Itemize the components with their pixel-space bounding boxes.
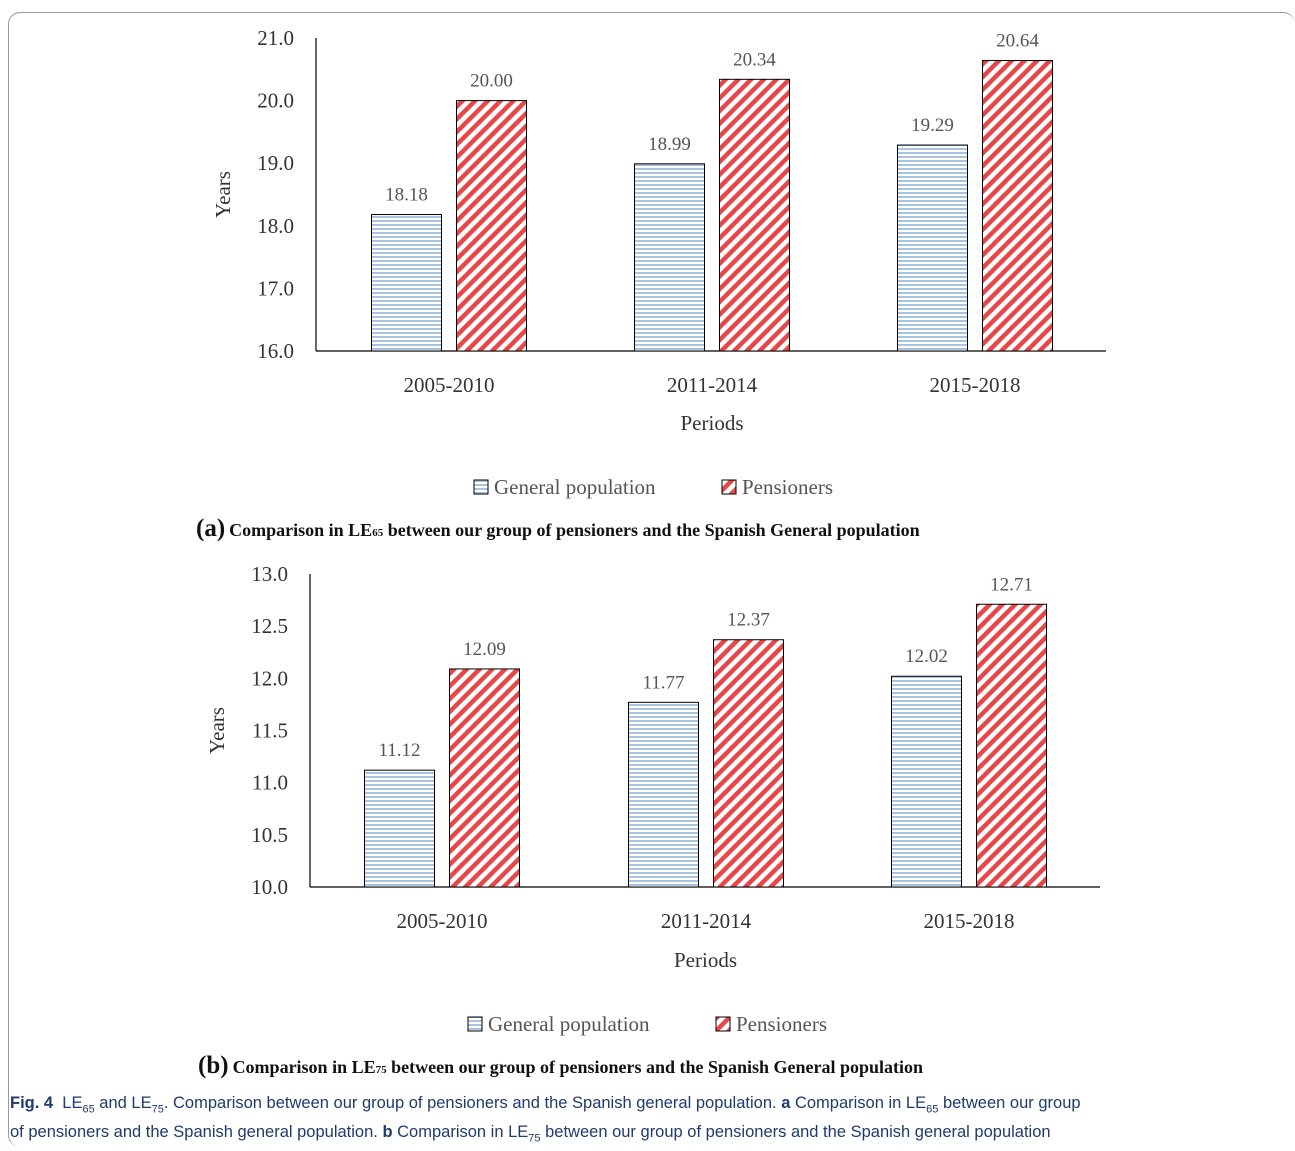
c1-data-label: 12.02 (905, 646, 948, 667)
c1-data-label: 12.09 (463, 639, 506, 660)
c1-y-tick-label: 12.0 (251, 666, 288, 690)
c1-bar-general-0 (364, 769, 435, 888)
c1-y-tick-label: 11.0 (252, 771, 288, 795)
c0-data-label: 18.18 (385, 185, 428, 206)
c0-y-tick-label: 18.0 (257, 214, 294, 238)
c1-x-tick-label: 2005-2010 (397, 909, 488, 933)
c1-y-axis-label: Years (205, 707, 229, 754)
c0-y-tick-label: 16.0 (257, 339, 294, 363)
c0-bar-pensioners-2 (982, 60, 1053, 352)
c1-data-label: 12.37 (727, 610, 770, 631)
c1-x-axis-label: Periods (674, 948, 737, 972)
c0-bar-general-0 (371, 214, 442, 352)
c0-data-label: 19.29 (911, 115, 954, 136)
caption-line-1-text: LE65 and LE75. Comparison between our gr… (62, 1094, 1081, 1116)
chart-panel-b: 10.0 10.5 11.0 11.5 12.0 12.5 13.0 Years 11.12 12… (198, 562, 1100, 1079)
c0-bar-pensioners-0 (456, 100, 527, 352)
c0-x-tick-label: 2015-2018 (930, 373, 1021, 397)
c1-data-label: 11.12 (378, 740, 420, 761)
c1-bar-general-1 (628, 701, 699, 888)
c1-y-tick-label: 10.0 (251, 875, 288, 899)
c0-legend-label: Pensioners (742, 475, 833, 499)
c0-data-label: 20.34 (733, 49, 776, 70)
c1-y-tick-label: 13.0 (251, 562, 288, 586)
c0-panel-title: (a) Comparison in LE65 between our group … (196, 515, 920, 542)
figure-caption: Fig. 4 LE65 and LE75. Comparison between… (10, 1092, 1280, 1151)
c1-legend-swatch-pensioners (715, 1016, 731, 1032)
c0-bar-general-2 (897, 144, 968, 352)
c1-y-tick-label: 11.5 (252, 719, 288, 743)
c1-y-tick-label: 10.5 (251, 823, 288, 847)
caption-line-2-text: of pensioners and the Spanish general po… (10, 1123, 1051, 1145)
c1-data-label: 11.77 (642, 672, 684, 693)
c1-y-tick-label: 12.5 (251, 614, 288, 638)
c0-x-tick-label: 2005-2010 (404, 373, 495, 397)
c0-y-tick-label: 19.0 (257, 151, 294, 175)
c0-data-label: 20.00 (470, 71, 513, 92)
c0-legend-swatch-general (473, 479, 489, 495)
caption-line-1: Fig. 4 LE65 and LE75. Comparison between… (10, 1092, 1280, 1121)
c1-legend-label: Pensioners (736, 1012, 827, 1036)
c0-y-tick-label: 21.0 (257, 26, 294, 50)
c0-bar-pensioners-1 (719, 78, 790, 352)
c1-bar-general-2 (891, 675, 962, 888)
c0-x-axis-label: Periods (681, 411, 744, 435)
c0-data-label: 18.99 (648, 134, 691, 155)
c0-legend-label: General population (494, 475, 656, 499)
c1-legend-label: General population (488, 1012, 650, 1036)
c0-data-label: 20.64 (996, 31, 1039, 52)
figure-frame (8, 12, 1295, 1147)
caption-fig-label: Fig. 4 (10, 1094, 54, 1112)
c0-y-tick-label: 17.0 (257, 276, 294, 300)
c1-data-label: 12.71 (990, 574, 1033, 595)
c1-bar-pensioners-0 (449, 668, 520, 888)
c1-panel-title: (b) Comparison in LE75 between our group … (198, 1052, 923, 1079)
c1-bar-pensioners-1 (713, 639, 784, 888)
c0-legend-swatch-pensioners (721, 479, 737, 495)
c0-x-tick-label: 2011-2014 (667, 373, 758, 397)
c1-legend-swatch-general (467, 1016, 483, 1032)
c0-bar-general-1 (634, 163, 705, 352)
c0-y-axis-label: Years (211, 171, 235, 218)
chart-panel-a: 16.0 17.0 18.0 19.0 20.0 21.0 Years 18.18 20.00 2… (196, 26, 1106, 542)
c1-x-tick-label: 2015-2018 (924, 909, 1015, 933)
c1-bar-pensioners-2 (976, 603, 1047, 888)
c0-y-tick-label: 20.0 (257, 89, 294, 113)
caption-line-2: of pensioners and the Spanish general po… (10, 1121, 1280, 1150)
c1-x-tick-label: 2011-2014 (661, 909, 752, 933)
